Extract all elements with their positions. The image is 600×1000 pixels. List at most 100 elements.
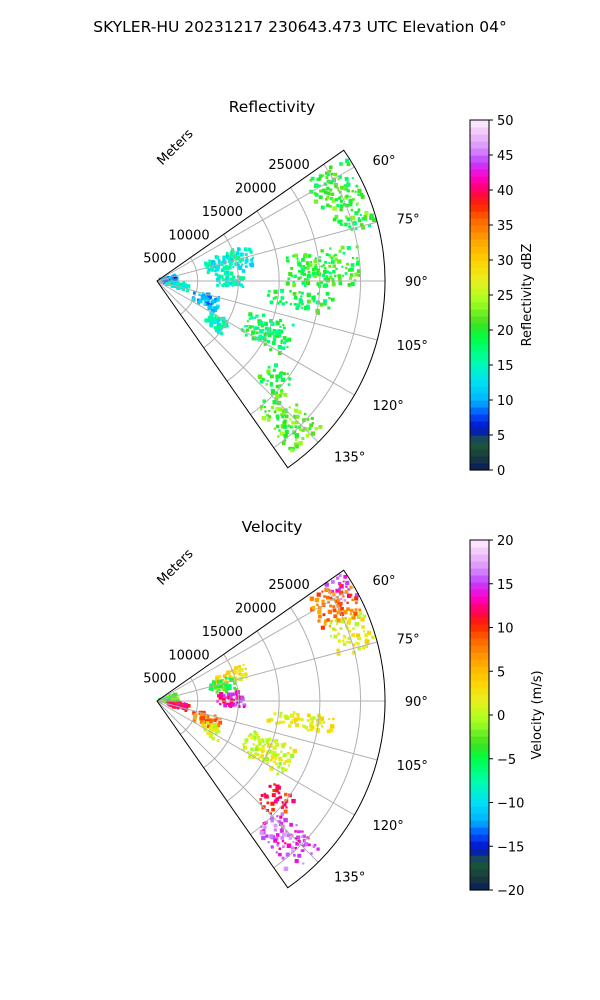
echo-cell xyxy=(281,770,284,774)
echo-cell xyxy=(294,296,298,300)
echo-cell xyxy=(300,717,304,722)
echo-cell xyxy=(354,272,359,277)
echo-cell xyxy=(247,750,250,754)
echo-cell xyxy=(174,705,178,709)
echo-cell xyxy=(352,650,356,655)
echo-cell xyxy=(273,739,277,743)
echo-cell xyxy=(322,174,325,177)
echo-cell xyxy=(222,255,226,260)
echo-cell xyxy=(297,269,301,273)
echo-cell xyxy=(334,619,337,623)
colorbar-segment xyxy=(470,806,489,814)
colorbar-segment xyxy=(470,155,489,163)
echo-cell xyxy=(355,245,359,249)
echo-cell xyxy=(285,301,288,304)
echo-cell xyxy=(348,629,352,633)
echo-cell xyxy=(284,760,288,763)
echo-cell xyxy=(267,372,271,376)
echo-cell xyxy=(309,727,314,731)
reflectivity-title: Reflectivity xyxy=(229,98,316,116)
echo-cell xyxy=(294,420,299,425)
echo-cell xyxy=(277,841,280,845)
colorbar-segment xyxy=(470,225,489,233)
echo-cell xyxy=(371,635,375,640)
echo-cell xyxy=(268,737,272,741)
echo-cell xyxy=(270,755,275,760)
echo-cell xyxy=(320,205,325,210)
echo-cell xyxy=(262,399,266,403)
echo-cell xyxy=(339,223,343,226)
echo-cell xyxy=(302,264,305,268)
echo-cell xyxy=(317,619,321,623)
echo-cell xyxy=(369,216,373,220)
echo-cell xyxy=(345,580,350,586)
echo-cell xyxy=(357,210,360,213)
echo-cell xyxy=(229,705,233,709)
echo-cell xyxy=(326,270,330,274)
echo-cluster xyxy=(214,269,246,289)
echo-cell xyxy=(266,330,272,335)
echo-cell xyxy=(358,608,362,612)
echo-cell xyxy=(301,258,305,262)
echo-cell xyxy=(298,440,303,446)
echo-cell xyxy=(283,817,288,823)
echo-cell xyxy=(210,300,215,304)
echo-cell xyxy=(323,595,326,598)
colorbar-tick-label: 50 xyxy=(497,114,514,129)
colorbar-segment xyxy=(470,778,489,786)
radial-tick-label: 20000 xyxy=(235,602,276,617)
echo-cell xyxy=(310,261,313,264)
echo-cell xyxy=(354,227,358,231)
echo-cell xyxy=(280,424,285,429)
echo-cell xyxy=(316,282,321,286)
echo-cell xyxy=(248,312,253,317)
echo-cell xyxy=(213,264,218,269)
echo-cell xyxy=(264,794,269,799)
colorbar-segment xyxy=(470,421,489,429)
echo-cell xyxy=(282,845,285,849)
colorbar-tick-label: 0 xyxy=(497,709,505,724)
echo-cell xyxy=(306,292,311,298)
echo-cell xyxy=(249,250,253,254)
echo-cell xyxy=(286,345,289,348)
echo-cell xyxy=(176,702,181,707)
colorbar-segment xyxy=(470,295,489,303)
echo-cell xyxy=(248,317,251,320)
echo-cell xyxy=(351,633,355,637)
echo-cell xyxy=(306,728,310,732)
echo-cluster xyxy=(204,311,229,336)
echo-cell xyxy=(290,274,294,277)
echo-cell xyxy=(278,847,282,850)
echo-cell xyxy=(279,715,283,719)
echo-cell xyxy=(343,609,348,615)
echo-cluster xyxy=(242,730,298,776)
echo-cell xyxy=(259,798,262,801)
colorbar-segment xyxy=(470,379,489,387)
colorbar-segment xyxy=(470,631,489,639)
echo-cell xyxy=(346,245,351,251)
echo-cell xyxy=(251,753,257,759)
echo-cell xyxy=(213,682,217,686)
echo-cell xyxy=(357,273,361,277)
echo-cell xyxy=(334,257,338,261)
echo-cell xyxy=(274,391,279,396)
echo-cell xyxy=(306,266,310,271)
azimuth-tick-label: 75° xyxy=(397,212,420,227)
echo-cluster xyxy=(240,312,295,355)
radial-tick-label: 10000 xyxy=(168,228,209,243)
echo-cell xyxy=(310,431,316,436)
echo-cell xyxy=(262,740,265,743)
echo-cell xyxy=(272,368,276,372)
echo-cell xyxy=(314,257,317,260)
echo-cell xyxy=(283,413,286,417)
echo-cell xyxy=(338,587,341,591)
echo-cell xyxy=(328,264,332,268)
echo-cell xyxy=(336,651,341,656)
echo-cell xyxy=(280,388,284,392)
echo-cell xyxy=(249,733,253,737)
colorbar-segment xyxy=(470,610,489,618)
echo-cell xyxy=(307,254,312,258)
echo-cell xyxy=(210,267,215,272)
echo-cell xyxy=(274,788,279,793)
echo-cell xyxy=(178,287,181,290)
